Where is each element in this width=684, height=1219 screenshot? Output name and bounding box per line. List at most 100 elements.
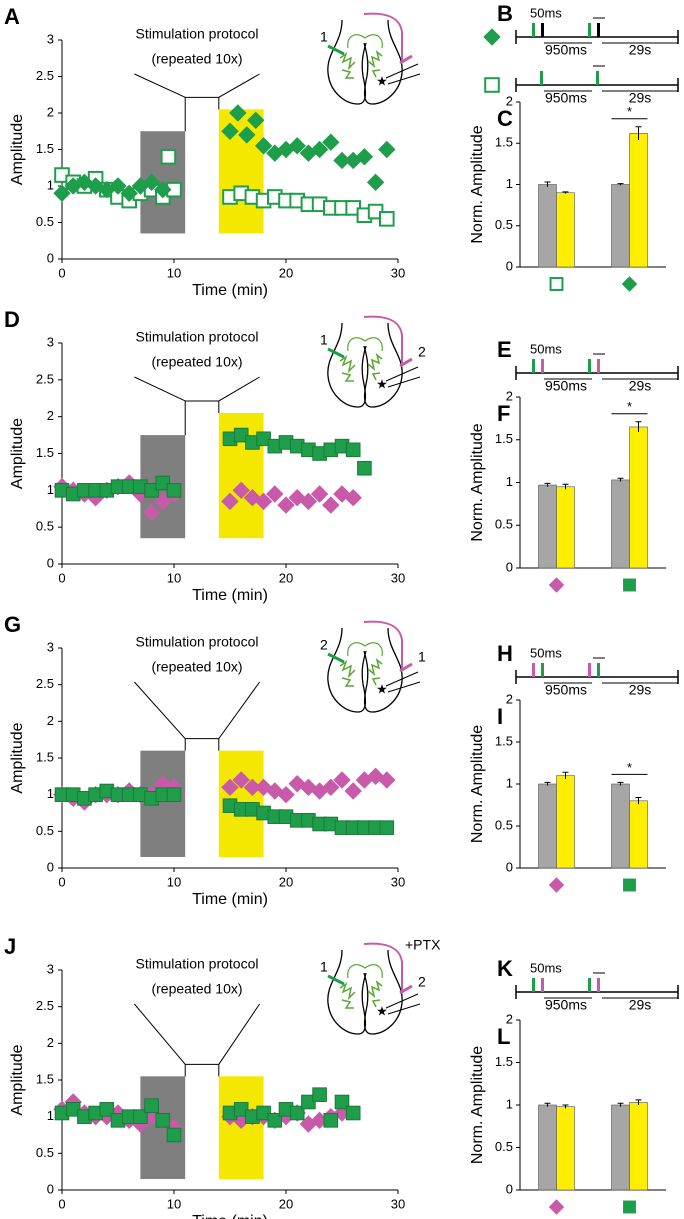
error-bar xyxy=(544,1102,551,1107)
panel-label: E xyxy=(497,337,512,362)
interval-label: 950ms xyxy=(545,378,587,394)
data-point xyxy=(366,173,385,192)
input-fiber xyxy=(363,620,403,671)
x-axis-title: Time (min) xyxy=(192,587,268,604)
schematic-label: +PTX xyxy=(405,937,441,953)
error-bar xyxy=(617,477,624,482)
pulse xyxy=(532,978,535,992)
rest-label: 29s xyxy=(629,90,652,106)
x-tick-label: 20 xyxy=(279,874,293,889)
error-bar xyxy=(562,483,569,490)
y-tick-label: 0 xyxy=(506,258,513,273)
data-point xyxy=(144,483,159,498)
spine xyxy=(339,355,356,382)
x-tick-label: 10 xyxy=(167,874,181,889)
y-tick-label: 3 xyxy=(47,31,54,46)
input-fiber xyxy=(363,315,403,366)
error-bar xyxy=(544,181,551,187)
data-point xyxy=(289,1105,305,1121)
category-marker xyxy=(623,578,636,592)
y-tick-label: 1.5 xyxy=(36,445,54,460)
bar xyxy=(556,775,575,869)
bar xyxy=(611,479,630,569)
annotation: (repeated 10x) xyxy=(151,51,242,67)
schematic-label: 1 xyxy=(418,649,426,665)
x-axis-title: Time (min) xyxy=(192,282,268,299)
x-tick-label: 20 xyxy=(279,570,293,585)
y-tick-label: 1 xyxy=(47,177,54,192)
panel-label: B xyxy=(497,1,513,26)
input-fiber xyxy=(327,44,345,56)
data-point xyxy=(232,771,250,789)
category-marker xyxy=(549,277,564,291)
data-point xyxy=(154,180,172,199)
y-axis-title: Amplitude xyxy=(9,1044,26,1115)
pulse xyxy=(588,978,591,992)
y-tick-label: 0.5 xyxy=(495,217,513,232)
y-tick-label: 2 xyxy=(47,1035,54,1050)
interval-label: 950ms xyxy=(545,997,587,1013)
pulse xyxy=(596,71,599,85)
spine xyxy=(339,52,356,79)
schematic-label: 1 xyxy=(320,332,328,348)
pulse xyxy=(597,978,600,992)
x-tick-label: 30 xyxy=(391,874,405,889)
significance-label: * xyxy=(627,760,632,775)
pulse xyxy=(588,23,591,37)
error-bar xyxy=(562,191,569,194)
x-tick-label: 20 xyxy=(279,265,293,280)
bar xyxy=(538,783,557,869)
y-tick-label: 2.5 xyxy=(36,68,54,83)
y-tick-label: 2 xyxy=(47,408,54,423)
y-tick-label: 2 xyxy=(506,388,513,403)
data-point xyxy=(333,771,351,789)
y-tick-label: 1.5 xyxy=(36,749,54,764)
annotation: (repeated 10x) xyxy=(151,354,242,370)
y-tick-label: 2 xyxy=(47,104,54,119)
bar xyxy=(556,1106,575,1191)
y-tick-label: 1 xyxy=(506,474,513,489)
y-tick-label: 2 xyxy=(47,713,54,728)
panel-label: A xyxy=(4,4,20,29)
data-point xyxy=(267,1113,283,1128)
data-point xyxy=(379,211,395,227)
data-point xyxy=(166,1127,182,1143)
dendrite xyxy=(347,337,383,352)
rest-label: 29s xyxy=(629,682,652,698)
y-tick-label: 0 xyxy=(47,1181,54,1196)
y-tick-label: 1 xyxy=(47,482,54,497)
data-point xyxy=(344,782,362,800)
y-tick-label: 0 xyxy=(506,859,513,874)
data-point xyxy=(379,820,395,835)
gap-label: 50ms xyxy=(530,5,562,20)
rest-label: 29s xyxy=(629,378,652,394)
cell-outline xyxy=(363,322,403,408)
data-point xyxy=(357,460,372,476)
error-bar xyxy=(562,771,569,779)
data-point xyxy=(277,785,295,804)
cell-outline xyxy=(363,627,403,713)
x-tick-label: 20 xyxy=(279,1196,293,1211)
pulse xyxy=(597,359,600,373)
electrode xyxy=(385,671,421,693)
bar xyxy=(538,484,557,569)
data-point xyxy=(254,492,273,511)
panel-label: H xyxy=(497,641,513,666)
data-point xyxy=(155,475,171,491)
data-point xyxy=(142,173,161,192)
error-bar xyxy=(635,796,642,805)
panel-label: K xyxy=(497,956,513,981)
bar xyxy=(629,800,648,869)
input-fiber xyxy=(327,974,345,986)
y-tick-label: 1 xyxy=(506,176,513,191)
row-marker xyxy=(484,77,500,93)
y-tick-label: 3 xyxy=(47,639,54,654)
y-axis-title: Norm. Amplitude xyxy=(469,1046,486,1164)
data-point xyxy=(120,184,138,203)
pulse xyxy=(588,663,591,677)
cell-outline xyxy=(327,627,367,713)
error-bar xyxy=(617,1102,624,1107)
data-point xyxy=(312,1087,327,1102)
y-axis-title: Norm. Amplitude xyxy=(469,125,486,243)
